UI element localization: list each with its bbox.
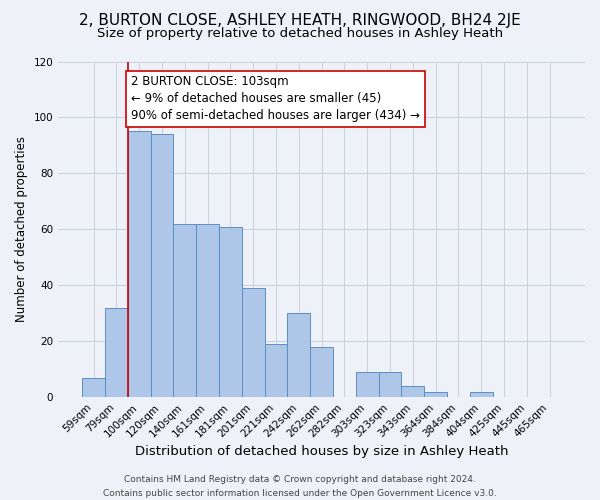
Text: 2 BURTON CLOSE: 103sqm
← 9% of detached houses are smaller (45)
90% of semi-deta: 2 BURTON CLOSE: 103sqm ← 9% of detached … — [131, 76, 420, 122]
Bar — [470, 392, 493, 397]
Bar — [242, 288, 265, 397]
Bar — [82, 378, 105, 397]
Bar — [219, 226, 242, 397]
Bar — [356, 372, 379, 397]
Bar — [310, 347, 333, 397]
Y-axis label: Number of detached properties: Number of detached properties — [15, 136, 28, 322]
Text: Size of property relative to detached houses in Ashley Heath: Size of property relative to detached ho… — [97, 28, 503, 40]
Bar — [424, 392, 447, 397]
Text: 2, BURTON CLOSE, ASHLEY HEATH, RINGWOOD, BH24 2JE: 2, BURTON CLOSE, ASHLEY HEATH, RINGWOOD,… — [79, 12, 521, 28]
Text: Contains HM Land Registry data © Crown copyright and database right 2024.
Contai: Contains HM Land Registry data © Crown c… — [103, 476, 497, 498]
Bar — [128, 132, 151, 397]
Bar — [105, 308, 128, 397]
X-axis label: Distribution of detached houses by size in Ashley Heath: Distribution of detached houses by size … — [135, 444, 508, 458]
Bar — [265, 344, 287, 397]
Bar — [173, 224, 196, 397]
Bar — [287, 314, 310, 397]
Bar — [196, 224, 219, 397]
Bar — [151, 134, 173, 397]
Bar — [401, 386, 424, 397]
Bar — [379, 372, 401, 397]
